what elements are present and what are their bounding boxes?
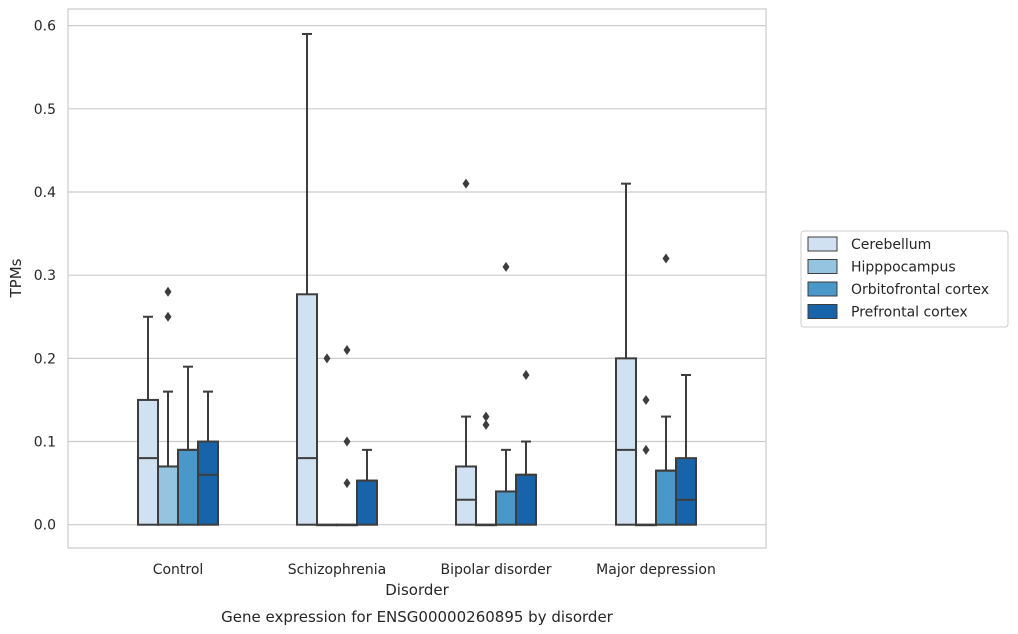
outlier-point (642, 394, 650, 405)
outlier-point (502, 261, 510, 272)
y-tick-label: 0.2 (34, 351, 56, 367)
legend-label: Hipppocampus (851, 260, 956, 276)
box-body (137, 398, 159, 526)
outlier-point (642, 444, 650, 455)
outlier-point (482, 411, 490, 422)
outlier-point (482, 419, 490, 430)
box-group (455, 178, 477, 526)
x-tick-label: Schizophrenia (288, 562, 386, 578)
legend-swatch (807, 259, 838, 274)
x-tick-label: Bipolar disorder (440, 562, 551, 578)
box-body (296, 293, 318, 526)
box-group (296, 32, 318, 526)
box-body (177, 448, 199, 526)
outlier-point (343, 478, 351, 489)
legend-swatch (807, 304, 838, 319)
outlier-point (164, 311, 172, 322)
x-tick-label: Major depression (596, 562, 716, 578)
y-tick-label: 0.0 (34, 518, 56, 534)
outlier-point (662, 253, 670, 264)
box-body (655, 469, 677, 526)
legend-label: Prefrontal cortex (851, 305, 968, 321)
outlier-point (164, 286, 172, 297)
box-body (675, 457, 697, 526)
box-group (495, 261, 517, 526)
y-tick-label: 0.6 (34, 19, 56, 35)
box-body (157, 465, 179, 526)
box-group (177, 365, 199, 526)
box-group (515, 369, 537, 526)
box-body (515, 473, 537, 526)
legend-frame (800, 230, 1009, 328)
x-axis-label: Disorder (385, 581, 449, 599)
box-group (655, 253, 677, 526)
y-tick-label: 0.5 (34, 102, 56, 118)
grid-lines (68, 25, 766, 526)
legend-label: Cerebellum (851, 237, 931, 253)
x-tick-labels: Control Schizophrenia Bipolar disorder Majo… (153, 562, 716, 578)
outlier-point (323, 353, 331, 364)
box-body (495, 490, 517, 526)
y-tick-label: 0.3 (34, 268, 56, 284)
box-group (356, 448, 378, 526)
legend: Cerebellum Hipppocampus Orbitofrontal cort… (800, 230, 1009, 328)
plot-frame (67, 8, 767, 549)
outlier-point (462, 178, 470, 189)
box-body (356, 479, 378, 526)
box-group (635, 394, 657, 527)
box-group (197, 390, 219, 526)
box-body (455, 465, 477, 526)
box-group (157, 286, 179, 526)
boxes (137, 32, 697, 527)
chart-caption: Gene expression for ENSG00000260895 by d… (221, 608, 614, 626)
box-body (197, 440, 219, 526)
y-tick-label: 0.1 (34, 435, 56, 451)
legend-label: Orbitofrontal cortex (851, 282, 989, 298)
y-axis-label: TPMs (7, 258, 25, 298)
outlier-point (343, 436, 351, 447)
box-group (336, 345, 358, 527)
legend-swatch (807, 281, 838, 297)
box-group (675, 373, 697, 526)
box-group (615, 182, 637, 526)
legend-swatch (807, 236, 838, 252)
outlier-point (522, 369, 530, 380)
x-tick-label: Control (153, 562, 204, 578)
y-tick-label: 0.4 (34, 185, 56, 201)
outlier-point (343, 345, 351, 356)
box-group (475, 411, 497, 527)
box-group (316, 353, 338, 527)
box-group (137, 315, 159, 526)
y-tick-labels: 0.0 0.1 0.2 0.3 0.4 0.5 0.6 (34, 19, 56, 534)
box-body (615, 357, 637, 526)
